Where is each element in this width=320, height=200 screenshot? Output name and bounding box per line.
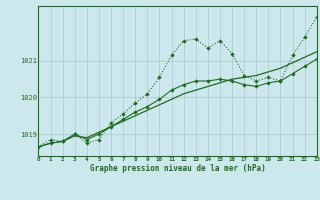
X-axis label: Graphe pression niveau de la mer (hPa): Graphe pression niveau de la mer (hPa) xyxy=(90,164,266,173)
